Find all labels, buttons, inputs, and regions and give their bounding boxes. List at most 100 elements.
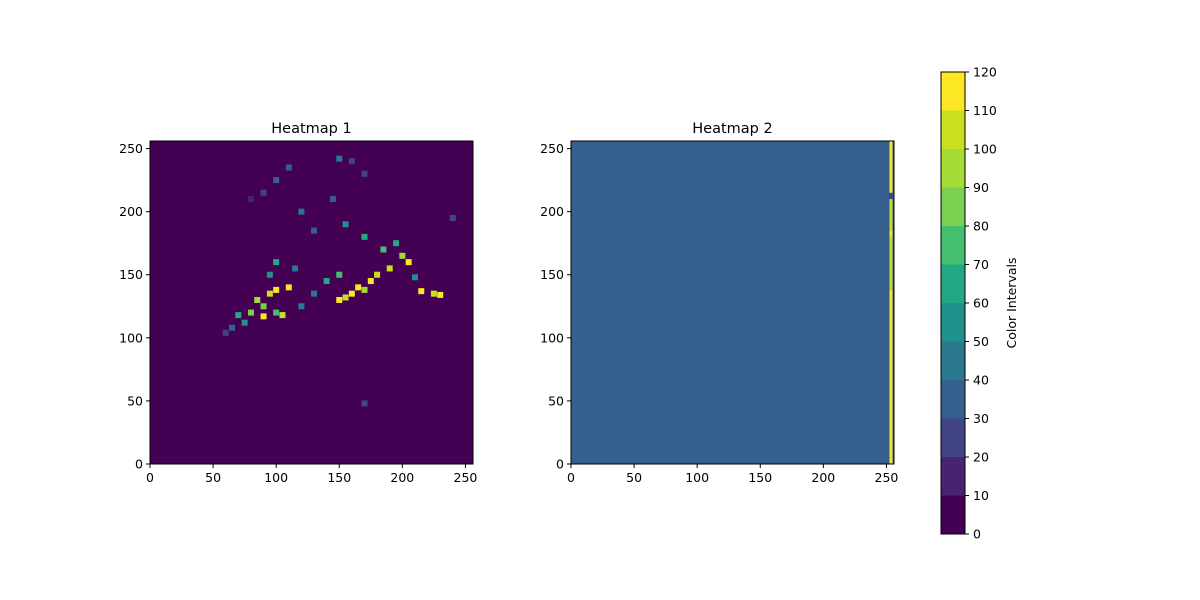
- colorbar-band: [941, 380, 965, 419]
- colorbar-tick-label: 60: [973, 296, 989, 311]
- colorbar-band: [941, 418, 965, 457]
- x-tick-label: 150: [748, 470, 772, 485]
- heatmap-cell: [311, 290, 318, 297]
- heatmap-cell: [292, 265, 299, 272]
- x-tick-label: 50: [205, 470, 221, 485]
- heatmap-title: Heatmap 2: [692, 121, 772, 137]
- y-tick-label: 50: [548, 393, 564, 408]
- heatmap-cell: [298, 208, 305, 215]
- heatmap-cell: [393, 240, 400, 247]
- y-tick-label: 250: [540, 141, 564, 156]
- x-tick-label: 250: [875, 470, 899, 485]
- edge-stripe-segment: [889, 230, 893, 237]
- heatmap-cell: [323, 278, 330, 285]
- heatmap-cell: [418, 288, 425, 295]
- colorbar-band: [941, 72, 965, 111]
- y-tick-label: 100: [540, 330, 564, 345]
- heatmap-cell: [348, 158, 355, 165]
- heatmap-cell: [266, 271, 273, 278]
- colorbar-tick-label: 40: [973, 373, 989, 388]
- colorbar-tick-label: 70: [973, 257, 989, 272]
- heatmap-background: [150, 141, 473, 464]
- heatmap-cell: [430, 290, 437, 297]
- heatmap-cell: [449, 214, 456, 221]
- heatmap-1: Heatmap 1 0 50 100 150 200 250 0 50 100 150 200 250: [119, 121, 477, 485]
- heatmap-cell: [405, 259, 412, 266]
- heatmap-cell: [367, 278, 374, 285]
- heatmap-cell: [254, 296, 261, 303]
- x-tick-label: 150: [327, 470, 351, 485]
- x-tick-label: 200: [811, 470, 835, 485]
- colorbar: 0 10 20 30 40 50 60 70 80 90 100 110 120 Color Interv…: [940, 65, 1019, 542]
- heatmap-cell: [386, 265, 393, 272]
- heatmap-cell: [222, 329, 229, 336]
- heatmap-cell: [273, 286, 280, 293]
- y-tick-label: 0: [556, 457, 564, 472]
- heatmap-background: [571, 141, 894, 464]
- heatmap-cell: [260, 303, 267, 310]
- axes-frame: [570, 140, 895, 465]
- heatmap-cell: [411, 274, 418, 281]
- heatmap-cell: [279, 312, 286, 319]
- colorbar-band: [941, 187, 965, 226]
- y-tick-label: 200: [540, 204, 564, 219]
- heatmap-cell: [298, 303, 305, 310]
- edge-stripe-segment: [889, 299, 893, 458]
- colorbar-band: [941, 457, 965, 496]
- heatmap-cell: [235, 312, 242, 319]
- x-tick-label: 100: [685, 470, 709, 485]
- heatmap-cell: [336, 155, 343, 162]
- heatmap-cell: [273, 259, 280, 266]
- heatmap-cell: [273, 177, 280, 184]
- colorbar-tick-label: 110: [973, 103, 997, 118]
- x-tick-label: 250: [454, 470, 478, 485]
- colorbar-tick-label: 10: [973, 488, 989, 503]
- heatmap-cell: [285, 284, 292, 291]
- edge-stripe-segment: [889, 236, 893, 290]
- heatmap-2: Heatmap 2 0 50 100 150 200 250 0 50 100 150 200 250: [540, 121, 898, 485]
- heatmap-cell: [247, 309, 254, 316]
- edge-stripe-segment: [889, 141, 893, 193]
- colorbar-tick-label: 20: [973, 450, 989, 465]
- heatmap-cell: [361, 286, 368, 293]
- heatmap-cell: [247, 196, 254, 203]
- colorbar-tick-label: 100: [973, 142, 997, 157]
- edge-stripe-segment: [889, 289, 893, 300]
- heatmap-cell: [380, 246, 387, 253]
- heatmap-cell: [342, 221, 349, 228]
- colorbar-band: [941, 110, 965, 149]
- heatmap-cell: [374, 271, 381, 278]
- heatmap-cell: [361, 233, 368, 240]
- colorbar-tick-label: 50: [973, 334, 989, 349]
- y-tick-label: 250: [119, 141, 143, 156]
- heatmap-cell: [260, 189, 267, 196]
- y-tick-label: 50: [127, 393, 143, 408]
- heatmap-cell: [329, 196, 336, 203]
- y-tick-label: 150: [119, 267, 143, 282]
- heatmap-cell: [361, 400, 368, 407]
- heatmap-cell: [336, 296, 343, 303]
- colorbar-band: [941, 149, 965, 188]
- x-tick-label: 0: [567, 470, 575, 485]
- heatmap-cell: [311, 227, 318, 234]
- y-tick-label: 100: [119, 330, 143, 345]
- x-tick-label: 0: [146, 470, 154, 485]
- colorbar-tick-label: 80: [973, 219, 989, 234]
- heatmap-cell: [361, 170, 368, 177]
- heatmap-cell: [355, 284, 362, 291]
- heatmap-cell: [437, 291, 444, 298]
- x-tick-label: 200: [390, 470, 414, 485]
- heatmap-cell: [229, 324, 236, 331]
- colorbar-tick-label: 90: [973, 180, 989, 195]
- colorbar-band: [941, 226, 965, 265]
- heatmap-cell: [260, 313, 267, 320]
- heatmap-cell: [285, 164, 292, 171]
- heatmap-cell: [241, 319, 248, 326]
- edge-stripe-segment: [889, 457, 893, 464]
- x-tick-label: 100: [264, 470, 288, 485]
- edge-stripe-segment: [889, 192, 893, 200]
- y-tick-label: 200: [119, 204, 143, 219]
- heatmap-title: Heatmap 1: [271, 121, 351, 137]
- colorbar-tick-label: 120: [973, 65, 997, 80]
